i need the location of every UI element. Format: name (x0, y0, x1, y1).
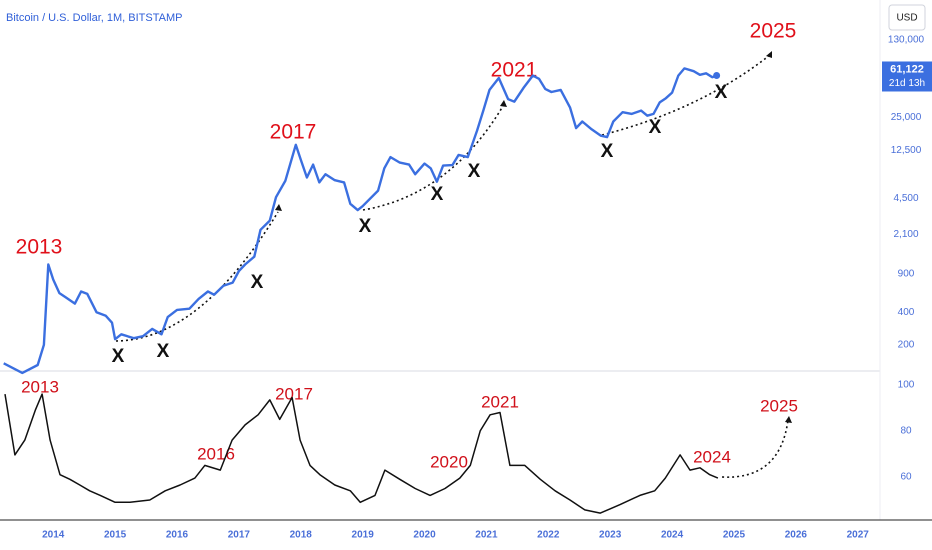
y-tick-label: 100 (898, 380, 915, 391)
price-line (4, 393, 719, 514)
x-tick-label: 2020 (413, 530, 436, 541)
x-tick-label: 2022 (537, 530, 560, 541)
last-price-box (882, 61, 932, 92)
arrow-head (785, 416, 792, 423)
arrow-head (500, 100, 507, 107)
low-marker: X (601, 141, 614, 162)
low-marker: X (251, 272, 264, 293)
x-tick-label: 2018 (290, 530, 313, 541)
x-tick-label: 2015 (104, 530, 127, 541)
x-tick-label: 2024 (661, 530, 684, 541)
bar-countdown: 21d 13h (889, 78, 925, 89)
low-marker: X (649, 117, 662, 138)
trend-curve (362, 105, 504, 211)
x-tick-label: 2021 (475, 530, 498, 541)
y-tick-label: 200 (898, 339, 915, 350)
year-annotation: 2021 (481, 392, 519, 411)
low-marker: X (112, 346, 125, 367)
y-tick-label: 400 (898, 307, 915, 318)
y-tick-label: 12,500 (891, 145, 922, 156)
x-tick-label: 2019 (352, 530, 375, 541)
x-tick-label: 2023 (599, 530, 622, 541)
currency-label[interactable]: USD (896, 13, 917, 24)
arrow-head (275, 204, 282, 211)
last-price-label: 61,122 (890, 63, 924, 75)
trend-curve (601, 54, 771, 136)
y-tick-label: 900 (898, 269, 915, 280)
y-tick-label: 130,000 (888, 35, 925, 46)
x-tick-label: 2026 (785, 530, 808, 541)
currency-button[interactable] (888, 4, 926, 31)
low-marker: X (359, 216, 372, 237)
y-tick-label: 4,500 (893, 193, 918, 204)
x-tick-label: 2027 (847, 530, 870, 541)
year-annotation: 2025 (750, 20, 797, 43)
year-annotation: 2013 (16, 236, 63, 259)
x-tick-label: 2016 (166, 530, 189, 541)
y-tick-label: 80 (900, 426, 912, 437)
low-marker: X (431, 184, 444, 205)
x-tick-label: 2025 (723, 530, 746, 541)
y-tick-label: 60 (900, 472, 912, 483)
x-tick-label: 2014 (42, 530, 65, 541)
y-tick-label: 2,100 (893, 229, 918, 240)
year-annotation: 2017 (275, 384, 313, 403)
arrow-heads (275, 51, 792, 423)
year-annotation: 2013 (21, 377, 59, 396)
low-marker: X (468, 161, 481, 182)
price-line (3, 67, 718, 375)
year-annotation: 2017 (270, 121, 317, 144)
low-marker: X (715, 82, 728, 103)
trend-curve (721, 419, 789, 478)
y-tick-label: 25,000 (891, 112, 922, 123)
low-marker: X (157, 341, 170, 362)
arrow-head (766, 51, 772, 58)
year-annotation: 2021 (491, 59, 538, 82)
chart-title: Bitcoin / U.S. Dollar, 1M, BITSTAMP (6, 12, 182, 24)
year-annotation: 2025 (760, 396, 798, 415)
year-annotation: 2020 (430, 452, 468, 471)
last-point (713, 71, 721, 79)
x-tick-label: 2017 (228, 530, 251, 541)
year-annotation: 2024 (693, 447, 731, 466)
